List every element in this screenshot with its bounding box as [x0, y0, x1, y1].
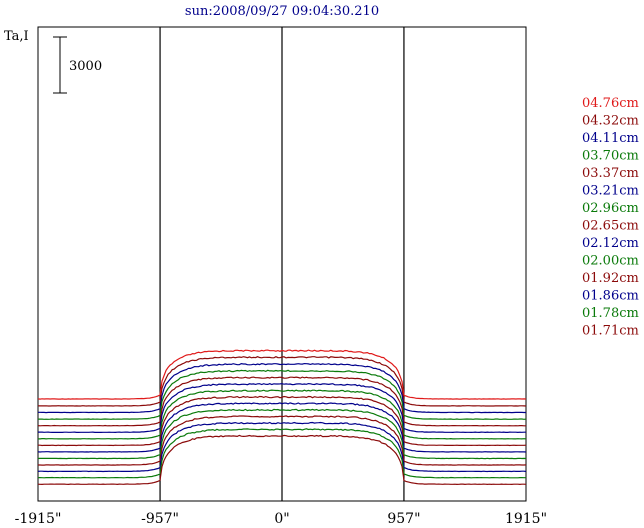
- series-line-01.71cm: [37, 434, 527, 486]
- legend-entry-01.86cm: 01.86cm: [582, 289, 639, 304]
- legend-entry-03.70cm: 03.70cm: [582, 149, 639, 164]
- series-line-03.37cm: [37, 376, 526, 427]
- series-line-02.65cm: [38, 395, 527, 447]
- series-line-02.00cm: [37, 408, 527, 460]
- legend-entry-04.32cm: 04.32cm: [582, 114, 639, 129]
- legend-entry-02.12cm: 02.12cm: [582, 236, 639, 251]
- series-line-04.11cm: [38, 362, 526, 414]
- series-lines: [37, 349, 527, 486]
- x-tick-label-0: -1915": [15, 511, 62, 527]
- series-line-02.96cm: [38, 389, 527, 440]
- scale-bar: 3000: [53, 36, 102, 94]
- chart-title: sun:2008/09/27 09:04:30.210: [185, 4, 379, 19]
- x-tick-labels: -1915" -957" 0" 957" 1915": [15, 511, 547, 527]
- series-line-04.32cm: [37, 356, 527, 407]
- series-line-03.70cm: [38, 369, 527, 420]
- legend-entry-01.71cm: 01.71cm: [582, 324, 639, 339]
- legend-entry-04.11cm: 04.11cm: [582, 131, 639, 146]
- x-tick-label-1: -957": [141, 511, 179, 527]
- scale-bar-label: 3000: [69, 59, 102, 74]
- x-tick-label-3: 957": [387, 511, 420, 527]
- legend: 04.76cm 04.32cm 04.11cm 03.70cm 03.37cm 03.21…: [582, 96, 639, 339]
- legend-entry-03.37cm: 03.37cm: [582, 166, 639, 181]
- x-tick-label-2: 0": [274, 511, 289, 527]
- x-tick-label-4: 1915": [505, 511, 547, 527]
- legend-entry-03.21cm: 03.21cm: [582, 184, 639, 199]
- series-line-01.86cm: [37, 421, 527, 473]
- series-line-03.21cm: [38, 382, 526, 434]
- legend-entry-01.92cm: 01.92cm: [582, 271, 639, 286]
- legend-entry-02.65cm: 02.65cm: [582, 219, 639, 234]
- legend-entry-01.78cm: 01.78cm: [582, 306, 639, 321]
- legend-entry-02.96cm: 02.96cm: [582, 201, 639, 216]
- series-line-02.12cm: [37, 402, 527, 453]
- y-axis-label: Ta,I: [4, 29, 29, 44]
- series-line-04.76cm: [37, 349, 527, 400]
- legend-entry-02.00cm: 02.00cm: [582, 254, 639, 269]
- series-line-01.78cm: [37, 428, 526, 479]
- legend-entry-04.76cm: 04.76cm: [582, 96, 639, 111]
- series-line-01.92cm: [38, 415, 527, 466]
